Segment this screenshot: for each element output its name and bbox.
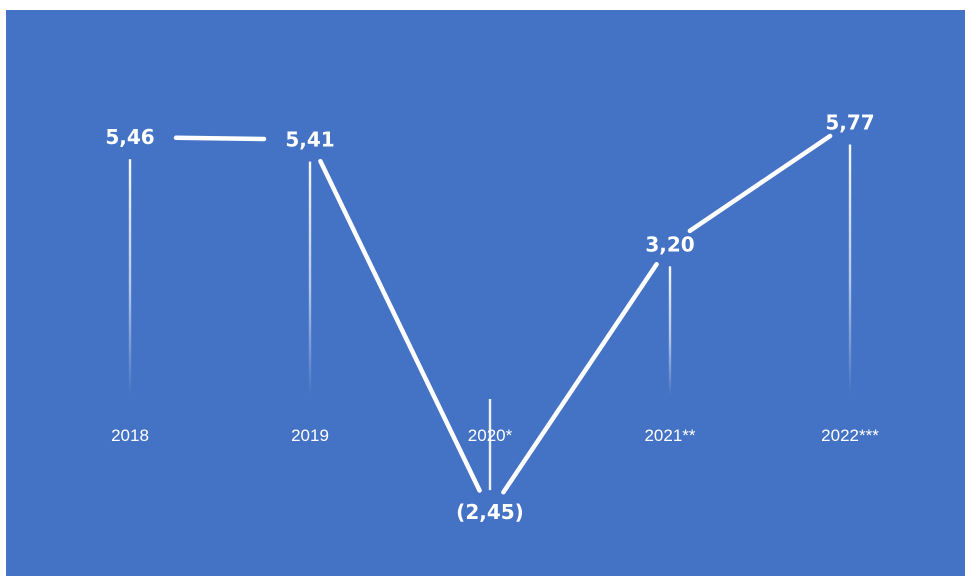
chart-area: 2018 2019 2020* 2021** 2022*** 5,46 5,41 (2,45…: [6, 10, 965, 576]
series-segment-1: [318, 158, 482, 493]
line-chart: 2018 2019 2020* 2021** 2022*** 5,46 5,41 (2,45…: [105, 111, 879, 525]
data-label-2: (2,45): [456, 500, 524, 524]
category-label-3: 2021**: [644, 426, 695, 445]
data-label-1: 5,41: [285, 128, 334, 152]
drop-line-0: [128, 159, 132, 396]
data-label-0: 5,46: [105, 125, 154, 149]
series-segment-3: [687, 133, 833, 234]
category-label-1: 2019: [291, 426, 329, 445]
category-label-0: 2018: [111, 426, 149, 445]
drop-line-3: [668, 266, 672, 396]
drop-line-4: [848, 144, 852, 396]
drop-line-1: [308, 161, 312, 396]
series-segment-2: [501, 261, 659, 495]
category-label-2: 2020*: [468, 426, 513, 445]
data-label-3: 3,20: [645, 232, 694, 256]
series-segment-0: [173, 135, 267, 142]
drop-line-2: [488, 399, 492, 491]
data-label-4: 5,77: [825, 111, 874, 135]
category-label-4: 2022***: [821, 426, 879, 445]
